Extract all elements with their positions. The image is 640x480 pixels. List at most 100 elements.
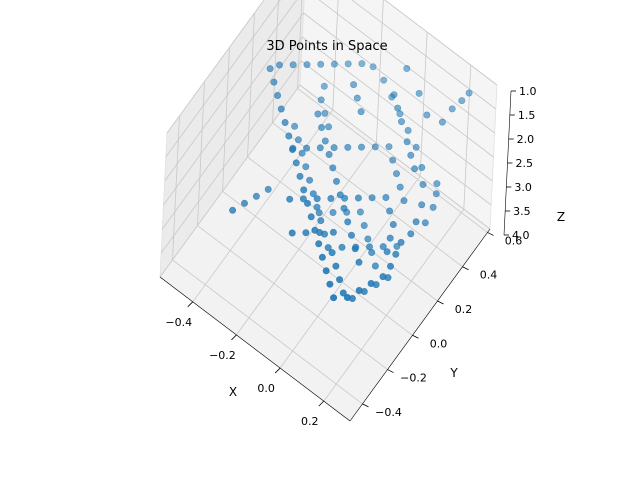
scatter-point	[327, 195, 335, 203]
y-tick-mark	[437, 300, 444, 305]
scatter-point	[380, 76, 388, 84]
scatter-point	[277, 105, 285, 113]
scatter-point	[371, 262, 379, 270]
data-points	[229, 60, 473, 302]
scatter-point	[292, 159, 300, 167]
y-tick-label: −0.2	[400, 372, 427, 385]
scatter-point	[397, 238, 405, 246]
scatter-point	[358, 60, 366, 68]
x-tick-label: −0.2	[209, 349, 236, 362]
scatter-point	[296, 172, 304, 180]
scatter-point	[388, 93, 396, 101]
scatter-point	[392, 170, 400, 178]
z-tick-label: 1.5	[518, 109, 536, 122]
scatter-point	[316, 144, 324, 152]
scatter-point	[336, 276, 344, 284]
scatter-point	[307, 213, 315, 221]
chart-title: 3D Points in Space	[266, 39, 387, 54]
scatter-point	[309, 190, 317, 198]
scatter-point	[341, 194, 349, 202]
scatter-point	[339, 289, 347, 297]
z-tick-label: 2.0	[517, 133, 535, 146]
x-tick-mark	[231, 334, 237, 341]
scatter-point	[356, 208, 364, 216]
scatter-point	[418, 164, 426, 172]
scatter-point	[412, 143, 420, 151]
y-tick-label: 0.4	[480, 269, 498, 282]
scatter-point	[412, 218, 420, 226]
y-tick-mark	[362, 403, 369, 408]
scatter-point	[386, 262, 394, 270]
scatter-point	[325, 151, 333, 159]
scatter-point	[448, 105, 456, 113]
y-tick-mark	[412, 334, 419, 339]
scatter-point	[458, 97, 466, 105]
scatter-point	[392, 250, 400, 258]
scatter-point	[289, 61, 297, 69]
scatter-point	[275, 61, 283, 69]
x-tick-mark	[318, 400, 325, 407]
scatter-point	[396, 183, 404, 191]
scatter-point	[344, 60, 352, 68]
z-gridline	[161, 36, 493, 230]
z-tick-label: 3.5	[513, 205, 531, 218]
scatter-point	[357, 108, 365, 116]
scatter-point	[332, 262, 340, 270]
scatter-point	[403, 138, 411, 146]
scatter-point	[332, 177, 340, 185]
scatter-point	[322, 267, 330, 275]
scatter-point	[385, 143, 393, 151]
scatter-point	[344, 143, 352, 151]
scatter-point	[286, 195, 294, 203]
scatter-point	[314, 110, 322, 118]
scatter-point	[357, 143, 365, 151]
z-gridline	[165, 0, 497, 158]
scatter-point	[320, 230, 328, 238]
scatter-point	[338, 243, 346, 251]
scatter-point	[369, 63, 377, 71]
y-tick-mark	[487, 232, 494, 236]
scatter-point	[317, 60, 325, 68]
scatter-point	[266, 65, 274, 73]
scatter-point	[329, 164, 337, 172]
scatter-point	[298, 149, 306, 157]
scatter-point	[465, 89, 473, 97]
scatter-point	[396, 110, 404, 118]
scatter-point	[285, 132, 293, 140]
scatter-point	[241, 199, 249, 207]
scatter-point	[389, 221, 397, 229]
y-axis-line	[349, 228, 491, 422]
z-gridline	[160, 60, 492, 254]
scatter-point	[432, 190, 440, 198]
x-tick-label: 0.2	[301, 415, 319, 428]
scatter-point	[372, 281, 380, 289]
scatter-point	[281, 119, 289, 127]
scatter-point	[325, 123, 333, 131]
scatter-point	[383, 248, 391, 256]
scatter-point	[393, 242, 401, 250]
x-tick-mark	[274, 367, 281, 374]
scatter-point	[384, 274, 392, 282]
y-tick-label: 0.0	[430, 337, 448, 350]
scatter-point	[397, 118, 405, 126]
axis-ticks: −0.4 −0.2 0.0 0.2 −0.4 −0.2 0.0 0.2 0.4 0.6 1.0 1.5…	[165, 85, 536, 428]
scatter-point	[404, 127, 412, 135]
scatter-point	[330, 60, 338, 68]
scatter-point	[320, 82, 328, 90]
scatter-point	[382, 194, 390, 202]
scatter-point	[288, 229, 296, 237]
scatter-point	[368, 249, 376, 257]
z-tick-label: 4.0	[512, 229, 530, 242]
scatter-point	[368, 194, 376, 202]
scatter-point	[386, 207, 394, 215]
z-gridline	[163, 12, 494, 206]
scatter-point	[360, 287, 368, 295]
scatter-point	[330, 294, 338, 302]
scatter-point	[419, 181, 427, 189]
scatter-point	[360, 222, 368, 230]
y-tick-mark	[462, 266, 469, 271]
scatter-point	[351, 245, 359, 253]
x-axis-line	[159, 276, 351, 422]
z-gridline	[159, 84, 491, 278]
scatter-point	[302, 229, 310, 237]
